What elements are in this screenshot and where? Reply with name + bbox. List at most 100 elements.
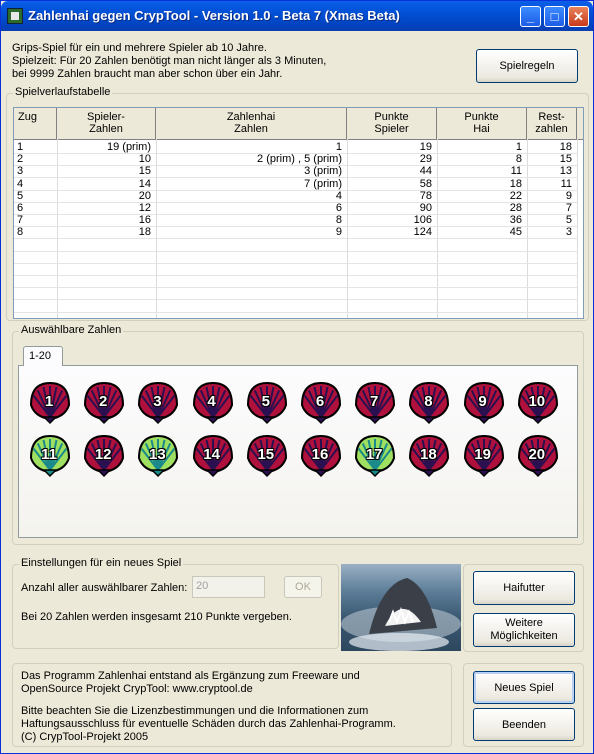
number-shell-11[interactable]: 11 xyxy=(27,432,75,480)
cell-ph: 28 xyxy=(509,202,522,214)
game-actions-group xyxy=(463,663,584,747)
header-spieler-zahlen[interactable]: Spieler- Zahlen xyxy=(57,108,156,139)
shell-number: 7 xyxy=(370,392,379,410)
number-shell-7[interactable]: 7 xyxy=(352,379,400,427)
number-shell-8[interactable]: 8 xyxy=(406,379,454,427)
table-row[interactable]: 5 20 4 78 22 9 xyxy=(14,190,577,202)
table-row[interactable]: 4 14 7 (prim) 58 18 11 xyxy=(14,178,577,190)
cell-spieler: 20 xyxy=(138,189,151,202)
cell-ph: 11 xyxy=(510,165,522,178)
numbers-group: Auswählbare Zahlen xyxy=(12,324,584,545)
number-shell-12[interactable]: 12 xyxy=(81,432,129,480)
table-row[interactable]: 2 10 2 (prim) , 5 (prim) 29 8 15 xyxy=(14,153,577,165)
number-shell-18[interactable]: 18 xyxy=(406,432,454,480)
new-game-button[interactable]: Neues Spiel xyxy=(473,671,575,704)
intro-text: Grips-Spiel für ein und mehrere Spieler … xyxy=(12,42,326,81)
shell-icon xyxy=(246,434,287,478)
number-shell-1[interactable]: 1 xyxy=(27,379,75,427)
cell-ph: 36 xyxy=(509,214,522,227)
cell-rest: 5 xyxy=(565,214,572,227)
shell-icon xyxy=(463,381,504,425)
number-shell-10[interactable]: 10 xyxy=(515,379,563,427)
cell-ph: 1 xyxy=(515,141,522,153)
cell-ps: 58 xyxy=(419,177,432,190)
shell-icon xyxy=(409,434,450,478)
table-row[interactable]: 8 18 9 124 45 3 xyxy=(14,226,577,238)
shell-icon xyxy=(409,381,450,425)
cell-hai: 8 xyxy=(335,214,342,227)
number-shell-16[interactable]: 16 xyxy=(298,432,346,480)
number-shell-19[interactable]: 19 xyxy=(461,432,509,480)
shell-icon xyxy=(192,381,233,425)
table-row[interactable]: 7 16 8 106 36 5 xyxy=(14,214,577,226)
table-row[interactable]: 3 15 3 (prim) 44 11 13 xyxy=(14,165,577,177)
cell-spieler: 16 xyxy=(138,214,151,227)
shell-icon xyxy=(138,434,179,478)
cell-ps: 78 xyxy=(419,189,432,202)
number-shell-9[interactable]: 9 xyxy=(461,379,509,427)
cell-rest: 13 xyxy=(559,165,572,178)
table-row[interactable]: 1 19 (prim) 1 19 1 18 xyxy=(14,141,577,153)
number-shell-13[interactable]: 13 xyxy=(135,432,183,480)
header-punkte-hai[interactable]: Punkte Hai xyxy=(437,108,527,139)
disclaimer-group xyxy=(12,663,452,747)
number-shell-6[interactable]: 6 xyxy=(298,379,346,427)
number-shell-3[interactable]: 3 xyxy=(135,379,183,427)
cell-hai: 1 xyxy=(335,141,342,153)
shell-number: 19 xyxy=(474,445,491,463)
window-title: Zahlenhai gegen CrypTool - Version 1.0 -… xyxy=(28,8,400,23)
cell-zug: 8 xyxy=(17,226,24,239)
rules-button[interactable]: Spielregeln xyxy=(476,49,578,83)
header-punkte-spieler[interactable]: Punkte Spieler xyxy=(347,108,437,139)
ok-button[interactable]: OK xyxy=(284,576,322,598)
number-shell-4[interactable]: 4 xyxy=(190,379,238,427)
number-shell-2[interactable]: 2 xyxy=(81,379,129,427)
title-bar[interactable]: Zahlenhai gegen CrypTool - Version 1.0 -… xyxy=(1,1,593,31)
tab-1-20[interactable]: 1-20 xyxy=(23,346,63,366)
close-button[interactable]: ✕ xyxy=(568,6,589,27)
minimize-button[interactable]: _ xyxy=(520,6,541,27)
header-zug[interactable]: Zug xyxy=(14,108,57,139)
maximize-button[interactable]: □ xyxy=(544,6,565,27)
cell-rest: 9 xyxy=(565,189,572,202)
cell-spieler: 12 xyxy=(138,202,151,214)
number-shell-17[interactable]: 17 xyxy=(352,432,400,480)
shell-icon xyxy=(29,381,71,425)
header-hai-zahlen[interactable]: Zahlenhai Zahlen xyxy=(156,108,347,139)
app-icon[interactable] xyxy=(7,8,23,24)
cell-rest: 11 xyxy=(560,177,572,190)
points-info: Bei 20 Zahlen werden insgesamt 210 Punkt… xyxy=(21,611,292,623)
table-row[interactable]: 6 12 6 90 28 7 xyxy=(14,202,577,214)
cell-zug: 4 xyxy=(17,177,24,190)
shell-number: 12 xyxy=(94,445,112,463)
shell-icon xyxy=(246,381,287,425)
number-shell-14[interactable]: 14 xyxy=(190,432,238,480)
more-options-button[interactable]: Weitere Möglichkeiten xyxy=(473,613,575,647)
cell-ps: 106 xyxy=(413,214,432,227)
shell-number: 16 xyxy=(311,445,329,463)
maximize-icon: □ xyxy=(550,9,559,24)
number-shell-20[interactable]: 20 xyxy=(515,432,563,480)
number-shell-15[interactable]: 15 xyxy=(244,432,292,480)
intro-line-3: bei 9999 Zahlen braucht man aber schon ü… xyxy=(12,68,283,80)
shell-number: 10 xyxy=(528,392,546,410)
shell-number: 3 xyxy=(153,392,162,410)
cell-spieler: 18 xyxy=(138,226,151,239)
cell-ph: 8 xyxy=(515,153,522,166)
number-shell-5[interactable]: 5 xyxy=(244,379,292,427)
cell-ph: 18 xyxy=(509,177,522,190)
disclaimer-text: Das Programm Zahlenhai entstand als Ergä… xyxy=(21,670,396,743)
count-input[interactable]: 20 xyxy=(192,576,265,598)
history-table-header: Zug Spieler- Zahlen Zahlenhai Zahlen Punkt… xyxy=(14,108,583,140)
quit-button[interactable]: Beenden xyxy=(473,708,575,741)
cell-ps: 124 xyxy=(413,226,432,239)
history-table[interactable]: Zug Spieler- Zahlen Zahlenhai Zahlen Punkt… xyxy=(13,107,584,319)
cell-ps: 19 xyxy=(419,141,432,153)
header-restzahlen[interactable]: Rest-zahlen xyxy=(527,108,577,139)
cell-zug: 1 xyxy=(17,141,24,153)
haifutter-button[interactable]: Haifutter xyxy=(473,571,575,605)
history-group-label: Spielverlaufstabelle xyxy=(13,86,113,98)
shell-icon xyxy=(84,434,125,478)
cell-spieler: 14 xyxy=(138,177,151,190)
